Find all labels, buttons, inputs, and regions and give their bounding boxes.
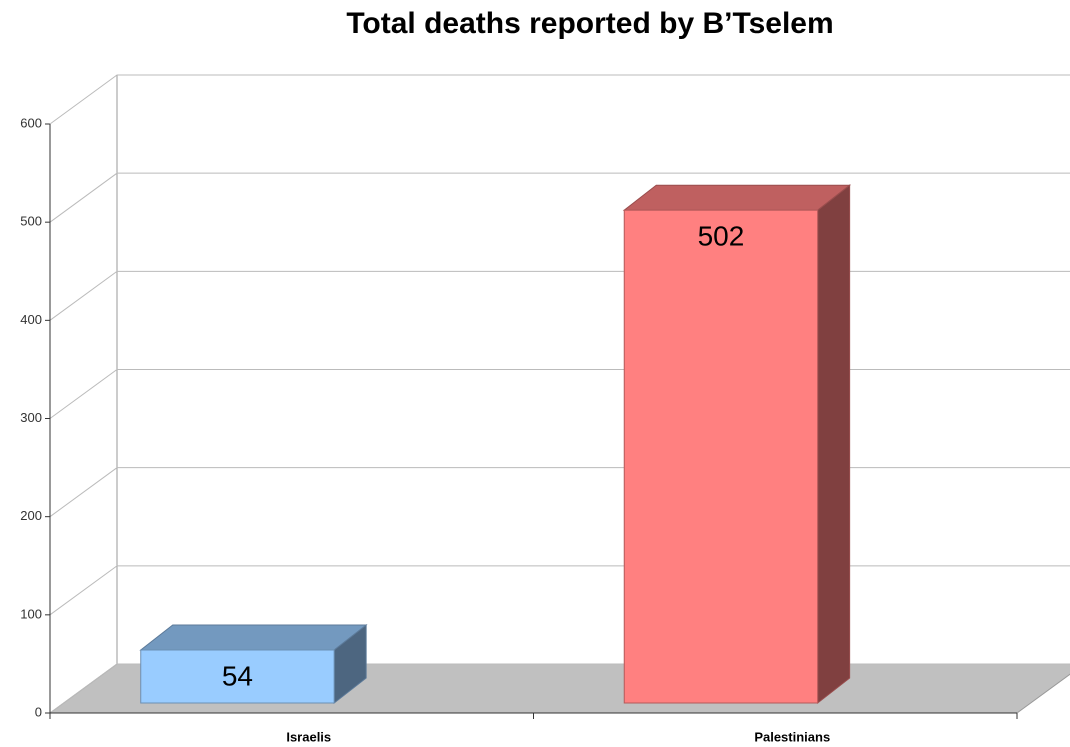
x-tick-label: Israelis bbox=[286, 729, 331, 744]
bar-side bbox=[817, 184, 851, 705]
grid-line bbox=[49, 270, 1070, 321]
bar bbox=[140, 649, 335, 704]
grid-line bbox=[49, 74, 1070, 125]
bar-top bbox=[622, 184, 852, 211]
grid-line bbox=[49, 172, 1070, 223]
bar bbox=[623, 209, 819, 704]
y-tick-label: 400 bbox=[20, 312, 42, 327]
grid-line bbox=[49, 369, 1070, 419]
value-label: 54 bbox=[222, 660, 253, 691]
x-tick-label: Palestinians bbox=[754, 729, 830, 744]
value-label: 502 bbox=[698, 221, 745, 252]
bar-top bbox=[139, 624, 368, 651]
y-tick-label: 100 bbox=[20, 606, 42, 621]
y-tick-label: 500 bbox=[20, 214, 42, 229]
y-tick-label: 600 bbox=[20, 115, 42, 130]
y-tick-label: 300 bbox=[20, 410, 42, 425]
chart-title: Total deaths reported by B’Tselem bbox=[346, 7, 833, 40]
grid-line bbox=[49, 565, 1070, 616]
y-tick-label: 0 bbox=[35, 704, 42, 719]
grid-line bbox=[49, 467, 1070, 518]
y-tick-label: 200 bbox=[20, 508, 42, 523]
